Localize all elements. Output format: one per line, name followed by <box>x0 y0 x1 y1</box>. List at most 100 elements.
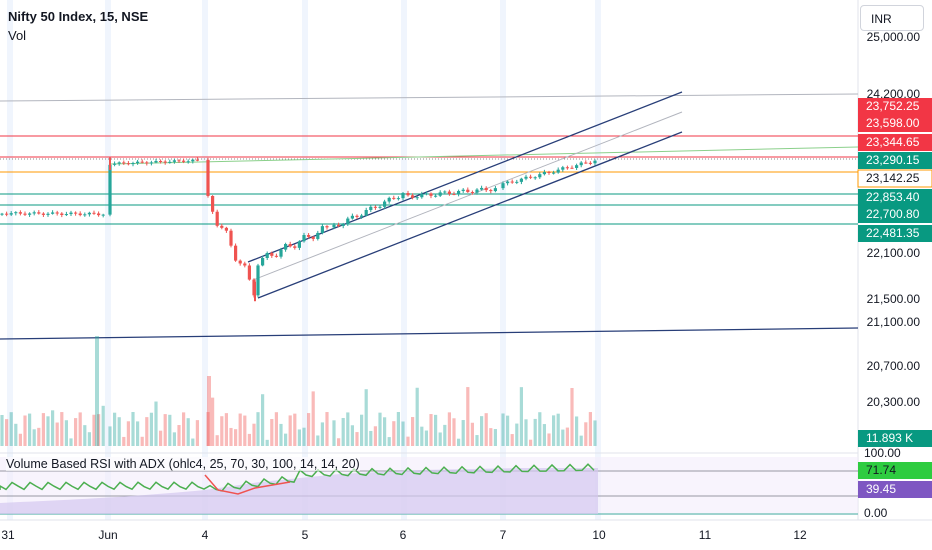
volume-bar <box>215 435 219 446</box>
volume-bar <box>383 417 387 446</box>
volume-bar <box>593 420 597 446</box>
rsi-line-down <box>204 474 291 495</box>
candle <box>378 206 382 208</box>
candle <box>101 214 105 216</box>
candle <box>415 197 419 199</box>
volume-bar <box>261 394 265 446</box>
candle <box>538 174 542 178</box>
candle <box>406 193 410 196</box>
candle <box>149 162 153 164</box>
volume-bar <box>159 430 163 446</box>
candle <box>92 212 96 214</box>
volume-bar <box>177 425 181 446</box>
candle <box>159 160 163 162</box>
candle <box>220 225 224 228</box>
candle <box>570 167 574 169</box>
rsi-value-label <box>858 462 932 479</box>
candle <box>229 230 233 246</box>
volume-bar <box>145 417 149 446</box>
price-label-text: 22,700.80 <box>866 207 920 221</box>
volume-bar <box>369 430 373 446</box>
candle <box>466 189 470 193</box>
price-label-text: 23,598.00 <box>866 116 920 130</box>
price-axis-tick: 24,200.00 <box>867 87 921 101</box>
candle <box>373 206 377 208</box>
session-separator <box>595 0 601 520</box>
time-axis-label: Jun <box>98 528 117 542</box>
volume-bar <box>584 422 588 446</box>
volume-bar <box>23 415 27 446</box>
candle <box>519 178 523 182</box>
volume-bar <box>392 421 396 446</box>
volume-value-text: 11.893 K <box>866 431 913 445</box>
candle <box>392 197 396 199</box>
volume-bar <box>452 418 456 446</box>
volume-bar <box>136 421 140 446</box>
indicator-title[interactable]: Volume Based RSI with ADX (ohlc4, 25, 70… <box>6 457 360 471</box>
price-axis-tick: 21,100.00 <box>867 315 921 329</box>
candle <box>0 213 4 215</box>
volume-bar <box>311 391 315 446</box>
candle <box>60 213 64 215</box>
channel-upper-line <box>247 91 683 263</box>
volume-bar <box>32 429 36 446</box>
volume-bar <box>238 413 242 446</box>
candle <box>243 263 247 266</box>
time-axis-label: 7 <box>500 528 507 542</box>
volume-bar <box>346 412 350 446</box>
volume-bar <box>140 436 144 446</box>
adx-value-label <box>858 481 932 498</box>
volume-bar <box>270 419 274 446</box>
volume-bar <box>55 422 59 446</box>
volume-bar <box>122 436 126 446</box>
volume-bar <box>172 432 176 446</box>
candle <box>163 161 167 163</box>
volume-bar <box>415 387 419 446</box>
volume-bar <box>470 422 474 446</box>
currency-selector[interactable]: INR <box>860 5 924 31</box>
candle <box>265 253 269 258</box>
price-label <box>858 206 932 223</box>
price-label <box>858 134 932 151</box>
candle <box>411 195 415 198</box>
volume-bar <box>332 420 336 446</box>
candle <box>542 171 546 175</box>
candle <box>297 241 301 248</box>
volume-bar <box>302 427 306 446</box>
candle <box>565 167 569 169</box>
price-axis-tick: 25,000.00 <box>867 30 921 44</box>
price-label <box>858 98 932 115</box>
candle <box>387 197 391 202</box>
time-axis-label: 12 <box>793 528 807 542</box>
time-axis-label: 31 <box>1 528 15 542</box>
volume-bar <box>279 423 283 446</box>
candle <box>215 211 219 226</box>
volume-bar <box>92 414 96 446</box>
volume-bar <box>87 432 91 446</box>
volume-bar <box>18 433 22 446</box>
candle <box>480 187 484 190</box>
session-separator <box>401 0 407 520</box>
candle <box>401 193 405 199</box>
volume-bar <box>320 422 324 446</box>
price-axis-tick: 20,700.00 <box>867 359 921 373</box>
candle <box>41 213 45 215</box>
candle <box>247 265 251 280</box>
volume-legend-label: Vol <box>8 28 27 43</box>
symbol-title[interactable]: Nifty 50 Index, 15, NSE <box>8 9 149 24</box>
volume-bar <box>41 413 45 446</box>
volume-bar <box>360 414 364 446</box>
volume-bar <box>575 416 579 446</box>
candle <box>475 189 479 193</box>
volume-bar <box>186 418 190 446</box>
candle <box>55 212 59 214</box>
volume-bar <box>108 426 112 446</box>
volume-bar <box>552 415 556 446</box>
volume-bar <box>74 418 78 446</box>
volume-bar <box>5 419 9 446</box>
trend-line <box>109 146 859 165</box>
volume-bar <box>288 415 292 446</box>
volume-bar <box>113 412 117 446</box>
volume-bar <box>83 425 87 446</box>
candle <box>168 161 172 163</box>
